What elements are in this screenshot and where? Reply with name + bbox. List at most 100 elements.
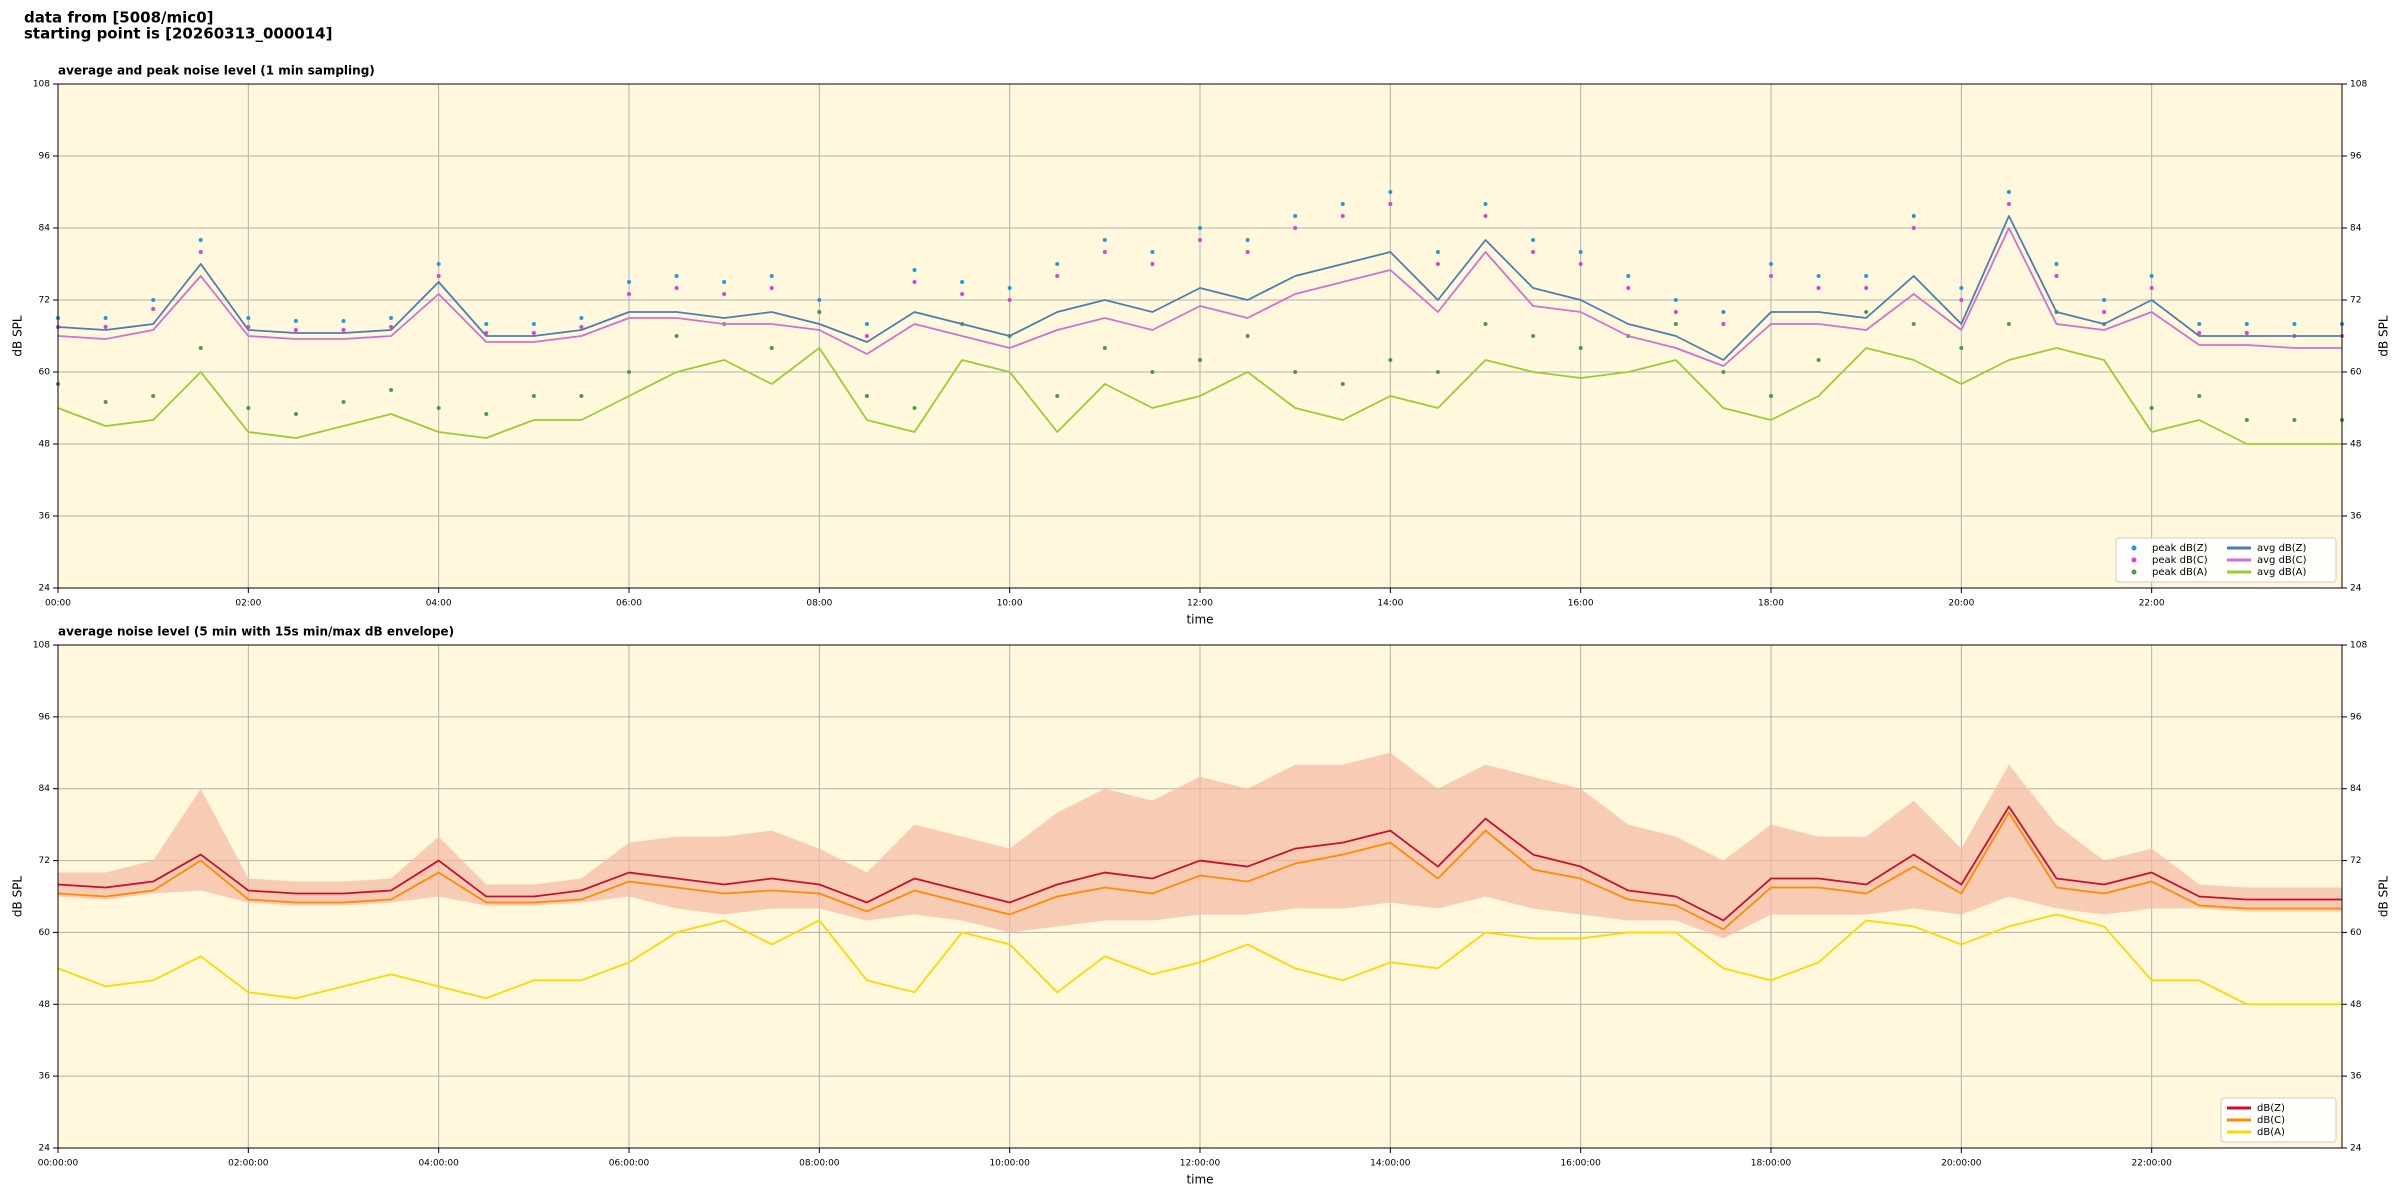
peak-point (722, 292, 727, 296)
peak-point (1578, 346, 1583, 350)
y2-tick-label: 60 (2350, 928, 2362, 938)
peak-point (341, 328, 346, 332)
peak-point (2244, 322, 2249, 326)
peak-point (1959, 286, 1964, 290)
peak-point (1673, 310, 1678, 314)
x-tick-label: 16:00:00 (1560, 1159, 1601, 1169)
peak-point (1198, 238, 1202, 242)
y-tick-label: 24 (39, 1144, 51, 1154)
peak-point (1150, 262, 1155, 266)
y-tick-label: 84 (39, 224, 51, 234)
y2-tick-label: 96 (2350, 152, 2362, 162)
peak-point (1816, 274, 1821, 278)
y2-tick-label: 72 (2350, 856, 2361, 866)
y2-tick-label: 36 (2350, 1072, 2362, 1082)
peak-point (436, 406, 441, 410)
peak-point (103, 400, 108, 404)
legend-marker (2131, 545, 2137, 551)
x-axis-label: time (1186, 613, 1213, 627)
y2-tick-label: 60 (2350, 368, 2362, 378)
peak-point (151, 394, 156, 398)
y2-tick-label: 108 (2350, 641, 2367, 651)
peak-point (1150, 370, 1155, 374)
legend-label: avg dB(A) (2257, 567, 2307, 578)
peak-point (1911, 214, 1916, 218)
peak-point (627, 292, 631, 296)
peak-point (579, 394, 584, 398)
peak-point (2244, 331, 2249, 335)
x-tick-label: 20:00 (1948, 599, 1974, 609)
legend-label: avg dB(C) (2257, 555, 2307, 566)
peak-point (1245, 250, 1250, 254)
x-tick-label: 16:00 (1568, 599, 1594, 609)
y2-tick-label: 36 (2350, 512, 2362, 522)
peak-point (1340, 382, 1345, 386)
peak-point (2102, 310, 2107, 314)
y-tick-label: 36 (39, 1072, 51, 1082)
series-line (57, 227, 2342, 367)
peak-point (1483, 214, 1488, 218)
y2-tick-label: 48 (2350, 1000, 2362, 1010)
peak-point (2244, 418, 2249, 422)
y-tick-label: 72 (39, 296, 50, 306)
peak-point (1055, 274, 1060, 278)
header-line: data from [5008/mic0] (24, 9, 214, 27)
legend-marker (2131, 569, 2137, 575)
peak-point (1293, 214, 1298, 218)
peak-point (674, 286, 679, 290)
x-tick-label: 14:00 (1377, 599, 1403, 609)
x-tick-label: 10:00:00 (989, 1159, 1030, 1169)
y-tick-label: 48 (39, 440, 51, 450)
peak-point (1388, 202, 1393, 206)
y-tick-label: 60 (39, 368, 51, 378)
peak-point (1007, 286, 1012, 290)
series-line (57, 215, 2342, 361)
peak-point (1102, 250, 1107, 254)
peak-point (1626, 286, 1631, 290)
peak-point (1531, 334, 1536, 338)
x-axis-label: time (1186, 1173, 1213, 1187)
peak-point (531, 322, 536, 326)
peak-point (103, 325, 108, 329)
peak-point (2149, 286, 2154, 290)
x-tick-label: 04:00:00 (418, 1159, 459, 1169)
y-tick-label: 72 (39, 856, 50, 866)
y2-tick-label: 84 (2350, 784, 2362, 794)
peak-point (1769, 262, 1773, 266)
peak-point (2006, 322, 2011, 326)
peak-point (2149, 406, 2154, 410)
peak-point (1864, 274, 1869, 278)
peak-point (1531, 250, 1536, 254)
peak-point (531, 394, 536, 398)
peak-point (912, 406, 917, 410)
chart-title: average and peak noise level (1 min samp… (58, 64, 375, 78)
series-line (57, 805, 2342, 922)
peak-point (1531, 238, 1536, 242)
y-tick-label: 48 (39, 1000, 51, 1010)
plot-frame (57, 644, 2343, 1149)
peak-point (1388, 358, 1393, 362)
peak-point (1721, 310, 1726, 314)
peak-point (1007, 298, 1012, 302)
peak-point (1340, 202, 1345, 206)
peak-point (2006, 190, 2011, 194)
peak-point (2149, 274, 2154, 278)
y-tick-label: 108 (33, 80, 50, 90)
peak-point (864, 394, 869, 398)
legend-label: dB(A) (2257, 1127, 2285, 1138)
peak-point (198, 346, 203, 350)
peak-point (2006, 202, 2011, 206)
peak-point (1959, 298, 1964, 302)
peak-point (246, 316, 251, 320)
peak-point (1245, 238, 1250, 242)
y-tick-label: 60 (39, 928, 51, 938)
peak-point (2197, 394, 2202, 398)
y2-tick-label: 96 (2350, 712, 2362, 722)
peak-point (103, 316, 108, 320)
series-line (57, 811, 2342, 931)
x-tick-label: 00:00 (45, 599, 71, 609)
peak-point (2054, 262, 2059, 266)
x-tick-label: 14:00:00 (1370, 1159, 1411, 1169)
peak-point (531, 331, 536, 335)
